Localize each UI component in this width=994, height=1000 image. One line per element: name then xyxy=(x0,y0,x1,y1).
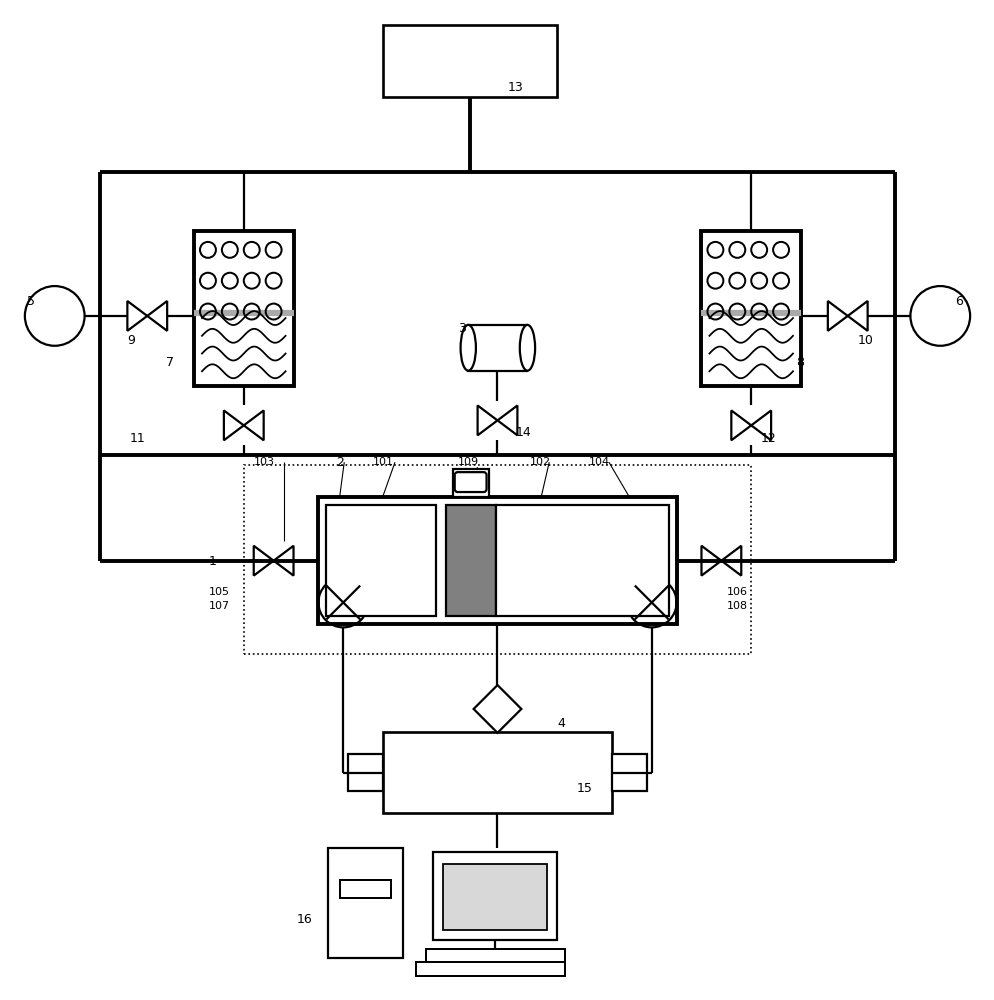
Bar xyxy=(425,949,565,963)
Bar xyxy=(383,732,611,813)
Text: 12: 12 xyxy=(759,432,775,445)
Text: 109: 109 xyxy=(457,457,478,467)
Circle shape xyxy=(910,286,969,346)
Text: 104: 104 xyxy=(588,457,609,467)
Bar xyxy=(383,25,557,97)
Bar xyxy=(445,505,495,616)
Text: 2: 2 xyxy=(336,456,344,469)
Bar xyxy=(495,505,668,616)
Bar xyxy=(415,962,565,976)
Text: 1: 1 xyxy=(209,555,217,568)
Circle shape xyxy=(25,286,84,346)
Text: 16: 16 xyxy=(296,913,312,926)
Text: 5: 5 xyxy=(27,295,35,308)
Ellipse shape xyxy=(460,325,475,371)
FancyBboxPatch shape xyxy=(454,472,486,492)
Text: 4: 4 xyxy=(557,717,565,730)
Text: 8: 8 xyxy=(795,356,803,369)
Bar xyxy=(340,880,391,898)
Text: 14: 14 xyxy=(515,426,531,439)
Text: 9: 9 xyxy=(127,334,135,347)
Bar xyxy=(442,864,547,930)
Text: 11: 11 xyxy=(129,432,145,445)
Text: 102: 102 xyxy=(529,457,550,467)
Text: 6: 6 xyxy=(954,295,962,308)
Text: 7: 7 xyxy=(166,356,174,369)
Ellipse shape xyxy=(519,325,535,371)
Text: 103: 103 xyxy=(253,457,274,467)
Text: 101: 101 xyxy=(373,457,394,467)
Bar xyxy=(348,754,383,791)
Bar xyxy=(318,497,676,624)
Bar xyxy=(452,469,488,497)
Bar xyxy=(326,505,435,616)
Bar xyxy=(194,231,293,386)
Polygon shape xyxy=(473,685,521,733)
Bar xyxy=(701,231,800,386)
Text: 3: 3 xyxy=(457,322,465,335)
Text: 108: 108 xyxy=(726,601,746,611)
Text: 106: 106 xyxy=(726,587,746,597)
Text: 13: 13 xyxy=(507,81,523,94)
Bar xyxy=(244,465,750,654)
Bar xyxy=(611,754,646,791)
Text: 15: 15 xyxy=(577,782,592,795)
Bar xyxy=(328,848,403,958)
Text: 105: 105 xyxy=(209,587,230,597)
Bar xyxy=(432,852,557,940)
Bar xyxy=(468,325,527,371)
Text: 107: 107 xyxy=(209,601,230,611)
Text: 10: 10 xyxy=(857,334,873,347)
